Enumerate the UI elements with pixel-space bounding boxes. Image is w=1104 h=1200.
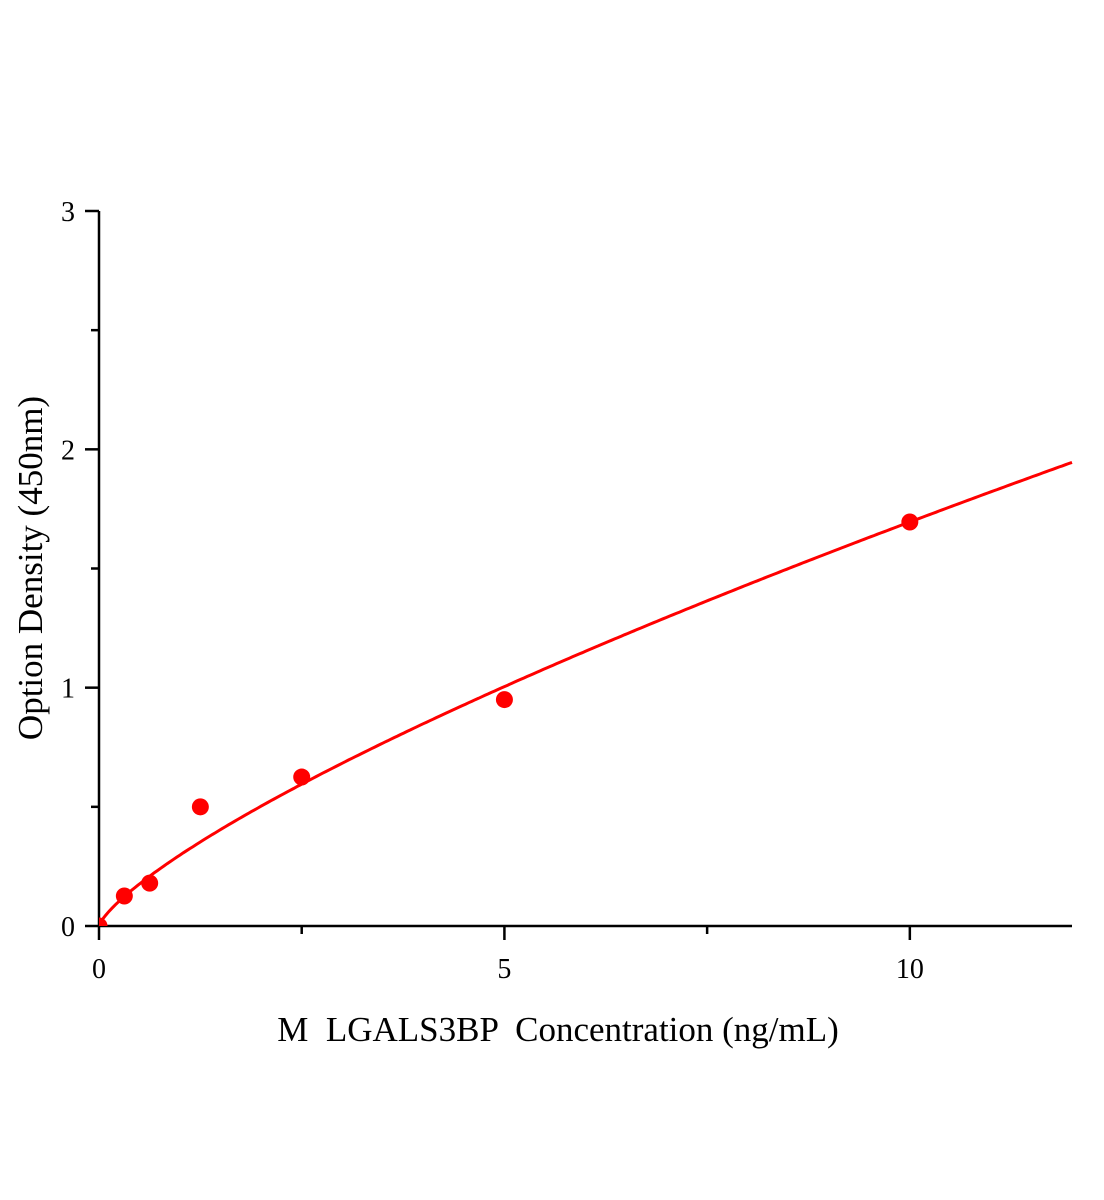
data-point: [495, 691, 513, 709]
data-point: [901, 513, 919, 531]
axes: [97, 211, 1072, 928]
y-axis-label: Option Density (450nm): [11, 396, 50, 740]
data-point: [191, 798, 209, 816]
fit-curve-layer: [99, 460, 1073, 926]
x-tick-label: 10: [896, 954, 924, 985]
x-tick-label: 5: [497, 954, 511, 985]
y-tick-label: 2: [61, 435, 75, 466]
data-point: [115, 887, 133, 905]
data-points-layer: [99, 513, 919, 926]
x-tick-label: 0: [92, 954, 106, 985]
y-tick-label: 0: [61, 912, 75, 943]
data-point: [141, 874, 159, 892]
fit-curve: [99, 460, 1073, 926]
data-point: [293, 768, 311, 786]
data-point: [99, 917, 108, 926]
x-axis-label: M LGALS3BP Concentration (ng/mL): [277, 1010, 839, 1049]
tick-marks: 0 5 10 0 1 2 3: [61, 197, 924, 985]
y-tick-label: 3: [61, 197, 75, 228]
y-tick-label: 1: [61, 674, 75, 705]
